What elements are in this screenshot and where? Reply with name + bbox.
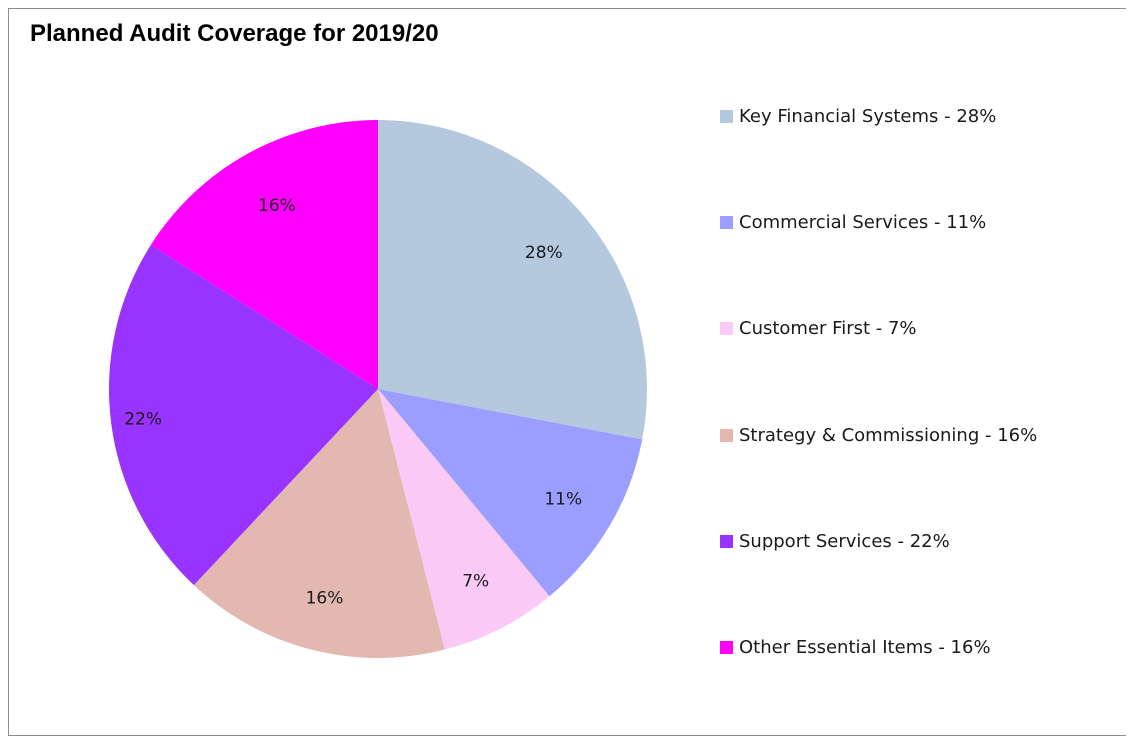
legend-label: Commercial Services - 11% — [739, 211, 987, 233]
data-label-key-financial-systems: 28% — [525, 243, 563, 263]
legend-item-key-financial-systems: Key Financial Systems - 28% — [720, 104, 996, 128]
pie-slice-strategy-commissioning — [193, 389, 445, 659]
legend-swatch — [720, 321, 733, 335]
data-label-other-essential-items: 16% — [258, 196, 296, 216]
legend-swatch — [720, 109, 733, 123]
pie-slice-commercial-services — [378, 389, 643, 597]
pie-slice-customer-first — [378, 389, 550, 650]
legend-item-other-essential-items: Other Essential Items - 16% — [720, 635, 991, 659]
legend-label: Other Essential Items - 16% — [739, 636, 991, 658]
pie-slice-other-essential-items — [150, 120, 378, 389]
legend-item-customer-first: Customer First - 7% — [720, 316, 917, 340]
chart-title: Planned Audit Coverage for 2019/20 — [30, 20, 439, 47]
legend-swatch — [720, 640, 733, 654]
data-label-strategy-commissioning: 16% — [306, 588, 344, 608]
pie-slices — [109, 120, 648, 659]
legend-swatch — [720, 428, 733, 442]
legend-item-support-services: Support Services - 22% — [720, 529, 950, 553]
legend-label: Key Financial Systems - 28% — [739, 105, 997, 127]
legend-label: Strategy & Commissioning - 16% — [739, 424, 1038, 446]
legend-item-commercial-services: Commercial Services - 11% — [720, 210, 986, 234]
data-label-customer-first: 7% — [462, 572, 489, 592]
pie-slice-key-financial-systems — [378, 120, 648, 440]
legend-label: Support Services - 22% — [739, 530, 950, 552]
data-label-commercial-services: 11% — [544, 490, 582, 510]
legend-item-strategy-commissioning: Strategy & Commissioning - 16% — [720, 423, 1037, 447]
legend-swatch — [720, 215, 733, 229]
legend-label: Customer First - 7% — [739, 317, 917, 339]
pie-slice-support-services — [109, 244, 378, 586]
data-label-support-services: 22% — [124, 410, 162, 430]
legend-swatch — [720, 534, 733, 548]
pie-data-labels: 28% 11% 7% 16% 22% 16% — [124, 196, 582, 608]
